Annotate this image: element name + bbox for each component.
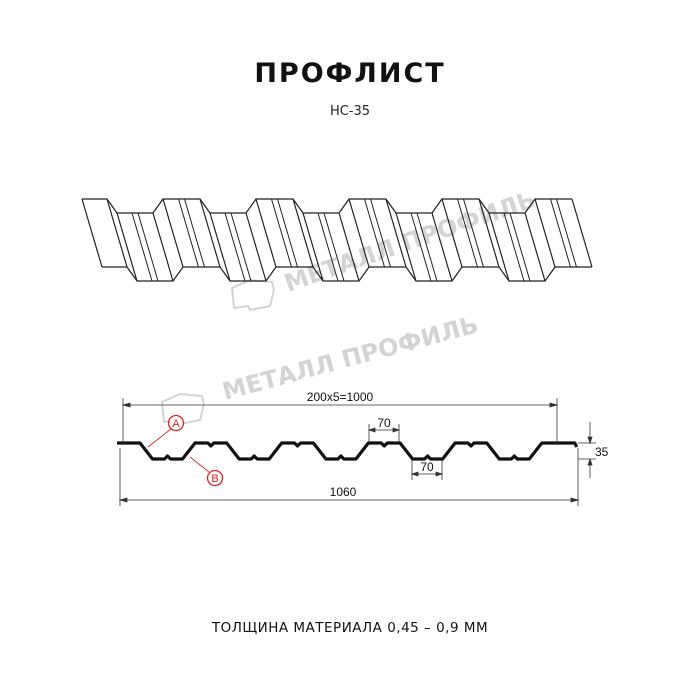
- sheet-edge-line: [556, 198, 577, 268]
- callout-a: A: [147, 414, 185, 448]
- svg-text:A: A: [172, 418, 180, 430]
- sheet-edge-line: [292, 198, 314, 268]
- watermark-lower: МЕТАЛЛ ПРОФИЛЬ: [160, 311, 481, 426]
- sheet-edge-line: [338, 212, 360, 282]
- sheet-edge-line: [106, 198, 128, 268]
- sheet-edge-line: [441, 198, 463, 268]
- dimension-top-flange-label: 70: [377, 416, 391, 430]
- sheet-edge-line: [199, 198, 221, 268]
- sheet-edge-line: [137, 212, 159, 282]
- page-title: ПРОФЛИСТ: [254, 58, 446, 89]
- sheet-edge-line: [416, 212, 438, 282]
- sheet-edge-line: [478, 198, 500, 268]
- sheet-edge-line: [509, 212, 531, 282]
- sheet-edge-line: [162, 198, 184, 268]
- sheet-edge-line: [550, 198, 571, 268]
- sheet-edge-line: [431, 212, 453, 282]
- dimension-overall-label: 1060: [330, 485, 357, 499]
- sheet-edge-line: [463, 198, 484, 268]
- sheet-edge-line: [116, 212, 138, 282]
- sheet-edge-line: [457, 198, 478, 268]
- sheet-edge-line: [184, 198, 205, 268]
- dimension-height-label: 35: [595, 445, 609, 459]
- sheet-edge-line: [488, 212, 510, 282]
- dimension-height: [578, 422, 596, 478]
- dimension-bottom-flange: [410, 460, 444, 480]
- cross-section: 200x5=1000 1060 70 70 35: [117, 390, 609, 506]
- sheet-edge-line: [271, 198, 292, 268]
- sheet-edge-line: [224, 212, 246, 282]
- sheet-edge-line: [348, 198, 370, 268]
- sheet-perspective-view: [81, 198, 593, 282]
- dimension-pitch: [121, 398, 559, 445]
- sheet-edge-line: [323, 212, 345, 282]
- sheet-edge-line: [395, 212, 417, 282]
- sheet-edge-line: [131, 212, 153, 282]
- dimension-top-flange: [367, 424, 401, 442]
- sheet-edge-line: [503, 212, 525, 282]
- svg-text:B: B: [211, 473, 218, 485]
- sheet-profile-edge: [102, 266, 592, 282]
- sheet-edge-line: [385, 198, 407, 268]
- sheet-edge-line: [370, 198, 391, 268]
- material-thickness-note: ТОЛЩИНА МАТЕРИАЛА 0,45 – 0,9 ММ: [211, 620, 489, 636]
- sheet-edge-line: [277, 198, 298, 268]
- callout-b: B: [189, 456, 224, 487]
- sheet-edge-line: [81, 198, 103, 268]
- model-subtitle: НС-35: [329, 104, 371, 119]
- sheet-profile-edge: [82, 198, 572, 214]
- sheet-edge-line: [302, 212, 324, 282]
- sheet-edge-line: [255, 198, 277, 268]
- sheet-edge-line: [364, 198, 385, 268]
- sheet-edge-line: [178, 198, 199, 268]
- sheet-edge-line: [245, 212, 267, 282]
- sheet-edge-line: [209, 212, 231, 282]
- dimension-pitch-label: 200x5=1000: [307, 390, 374, 404]
- dimension-overall: [118, 448, 580, 506]
- sheet-edge-line: [524, 212, 546, 282]
- sheet-edge-line: [571, 198, 593, 268]
- dimension-bottom-flange-label: 70: [420, 460, 434, 474]
- sheet-edge-line: [152, 212, 174, 282]
- profile-section-line: [117, 441, 579, 461]
- sheet-edge-line: [317, 212, 339, 282]
- sheet-edge-line: [410, 212, 432, 282]
- sheet-edge-line: [534, 198, 556, 268]
- sheet-edge-line: [230, 212, 252, 282]
- watermark-text: МЕТАЛЛ ПРОФИЛЬ: [281, 185, 539, 297]
